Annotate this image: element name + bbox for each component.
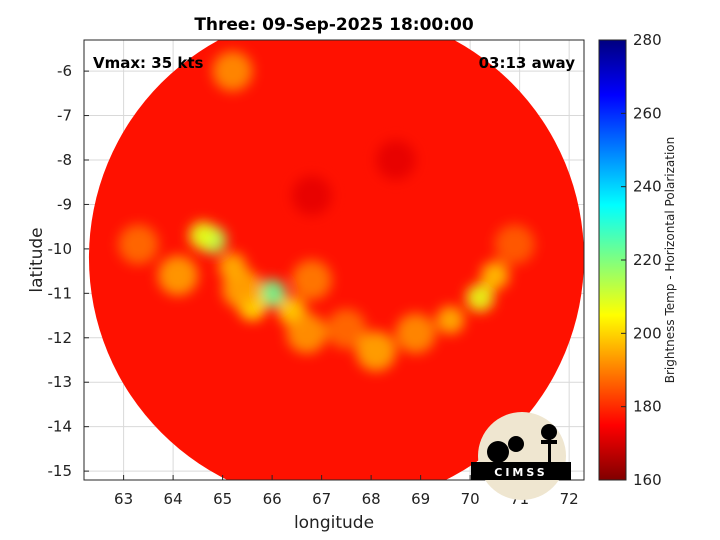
y-tick-label: -14 xyxy=(48,418,73,436)
x-tick-label: 69 xyxy=(411,490,430,508)
feature-point xyxy=(480,261,509,290)
feature-point xyxy=(286,313,327,354)
y-axis-ticks: -6 -7 -8 -9 -10 -11 -12 -13 -14 -15 xyxy=(48,62,89,480)
feature-point xyxy=(291,175,332,216)
colorbar-label: Brightness Temp - Horizontal Polarizatio… xyxy=(663,137,677,384)
x-tick-label: 67 xyxy=(312,490,331,508)
x-tick-label: 65 xyxy=(213,490,232,508)
feature-point xyxy=(494,224,535,265)
convective-features xyxy=(118,51,535,372)
feature-point xyxy=(375,140,416,180)
y-tick-label: -11 xyxy=(48,284,73,302)
y-tick-label: -8 xyxy=(57,151,72,169)
x-tick-label: 66 xyxy=(263,490,282,508)
colorbar-tick-label: 180 xyxy=(633,398,662,416)
feature-point xyxy=(291,260,332,300)
feature-point xyxy=(158,255,199,296)
x-tick-label: 70 xyxy=(461,490,480,508)
feature-point xyxy=(258,279,287,308)
colorbar-tick-label: 280 xyxy=(633,31,662,49)
vmax-annotation: Vmax: 35 kts xyxy=(93,54,203,72)
colorbar-tick-label: 240 xyxy=(633,178,662,196)
cimss-logo: CIMSS xyxy=(471,412,571,500)
feature-point xyxy=(212,51,253,92)
y-tick-label: -6 xyxy=(57,62,72,80)
y-tick-label: -9 xyxy=(57,195,72,213)
feature-point xyxy=(436,306,465,334)
brightness-temp-swath xyxy=(89,40,584,480)
chart-title: Three: 09-Sep-2025 18:00:00 xyxy=(194,15,474,35)
colorbar-tick-label: 220 xyxy=(633,251,662,269)
y-tick-label: -10 xyxy=(48,240,73,258)
feature-point xyxy=(356,331,397,372)
feature-point xyxy=(326,308,367,349)
y-axis-label: latitude xyxy=(27,227,47,292)
feature-point xyxy=(188,221,217,250)
y-tick-label: -7 xyxy=(57,107,72,125)
x-tick-label: 63 xyxy=(114,490,133,508)
colorbar-tick-label: 200 xyxy=(633,324,662,342)
x-axis-label: longitude xyxy=(294,513,374,533)
colorbar-tick-label: 160 xyxy=(633,471,662,489)
x-tick-label: 72 xyxy=(560,490,579,508)
feature-point xyxy=(466,283,495,312)
colorbar-ticks: 280 260 240 220 200 180 160 xyxy=(621,31,662,489)
colorbar-tick-label: 260 xyxy=(633,104,662,122)
swath-background xyxy=(89,40,584,480)
y-tick-label: -15 xyxy=(48,462,73,480)
y-tick-label: -12 xyxy=(48,329,73,347)
x-tick-label: 64 xyxy=(164,490,183,508)
x-tick-label: 68 xyxy=(362,490,381,508)
plot-frame xyxy=(83,39,585,481)
logo-text: CIMSS xyxy=(494,466,547,479)
feature-point xyxy=(118,224,159,265)
feature-point xyxy=(222,268,263,309)
feature-point xyxy=(395,313,436,354)
y-tick-label: -13 xyxy=(48,373,73,391)
time-away-annotation: 03:13 away xyxy=(479,54,576,72)
